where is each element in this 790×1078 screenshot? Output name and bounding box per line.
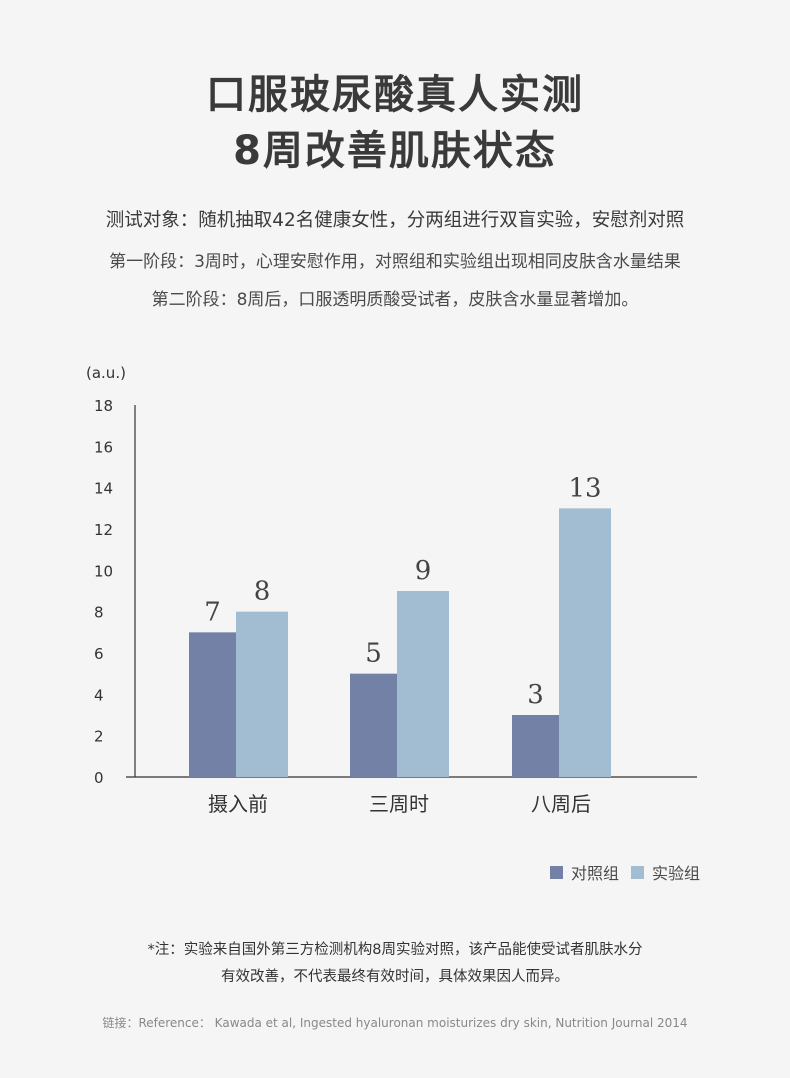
footnote-line-1: *注：实验来自国外第三方检测机构8周实验对照，该产品能使受试者肌肤水分 <box>147 942 643 958</box>
legend-label-control: 对照组 <box>570 864 619 883</box>
y-tick-label: 0 <box>94 769 104 787</box>
y-tick-label: 18 <box>94 397 113 415</box>
legend-swatch-experiment <box>630 865 644 879</box>
y-axis-label: (a.u.) <box>86 364 126 382</box>
page-title-line-1: 口服玻尿酸真人实测 <box>206 72 584 118</box>
y-tick-label: 12 <box>94 521 113 539</box>
bar-control <box>189 632 236 777</box>
y-tick-label: 4 <box>94 686 104 704</box>
data-label-experiment: 9 <box>415 556 432 586</box>
bar-experiment <box>397 591 449 777</box>
footnote-line-2: 有效改善，不代表最终有效时间，具体效果因人而异。 <box>221 969 569 985</box>
y-tick-label: 14 <box>94 480 113 498</box>
stage-one-text: 第一阶段：3周时，心理安慰作用，对照组和实验组出现相同皮肤含水量结果 <box>109 252 681 272</box>
data-label-experiment: 8 <box>254 577 271 607</box>
data-label-control: 7 <box>204 597 221 627</box>
bar-control <box>512 715 559 777</box>
test-subject-text: 测试对象：随机抽取42名健康女性，分两组进行双盲实验，安慰剂对照 <box>105 210 685 231</box>
x-category-label: 三周时 <box>369 792 429 816</box>
stage-two-text: 第二阶段：8周后，口服透明质酸受试者，皮肤含水量显著增加。 <box>151 290 639 310</box>
y-tick-label: 16 <box>94 438 113 456</box>
bar-control <box>350 673 397 777</box>
data-label-control: 5 <box>365 639 382 669</box>
x-category-label: 八周后 <box>531 792 591 816</box>
bar-experiment <box>559 508 611 777</box>
bar-experiment <box>236 611 288 777</box>
legend-swatch-control <box>549 865 563 879</box>
data-label-control: 3 <box>527 680 544 710</box>
y-tick-label: 6 <box>94 645 104 663</box>
x-category-label: 摄入前 <box>208 792 268 816</box>
reference-text: 链接：Reference： Kawada et al, Ingested hya… <box>102 1016 688 1030</box>
chart-legend: 对照组 实验组 <box>538 860 700 884</box>
y-tick-label: 2 <box>94 728 104 746</box>
page-title-line-2: 8周改善肌肤状态 <box>233 128 557 174</box>
y-tick-label: 10 <box>94 562 113 580</box>
y-tick-label: 8 <box>94 604 104 622</box>
legend-label-experiment: 实验组 <box>651 864 700 883</box>
data-label-experiment: 13 <box>568 473 601 503</box>
